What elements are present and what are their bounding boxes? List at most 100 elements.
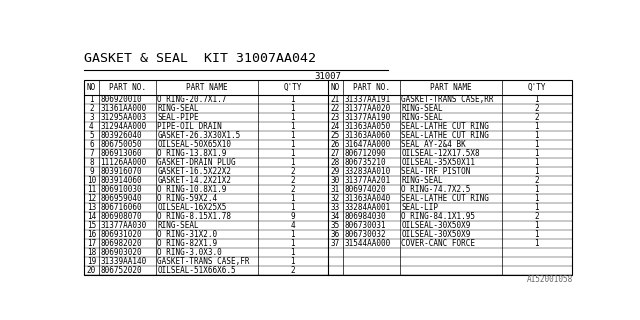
- Text: SEAL-PIPE: SEAL-PIPE: [157, 113, 199, 122]
- Text: 806750050: 806750050: [100, 140, 142, 149]
- Text: 1: 1: [534, 239, 539, 248]
- Text: 33: 33: [331, 203, 340, 212]
- Text: O RING-74.7X2.5: O RING-74.7X2.5: [401, 185, 471, 194]
- Text: 1: 1: [291, 113, 295, 122]
- Bar: [84, 80, 572, 275]
- Text: PART NO.: PART NO.: [353, 83, 390, 92]
- Text: 1: 1: [534, 203, 539, 212]
- Text: 31294AA000: 31294AA000: [100, 122, 147, 131]
- Text: 27: 27: [331, 149, 340, 158]
- Text: 1: 1: [534, 140, 539, 149]
- Text: 1: 1: [291, 131, 295, 140]
- Text: 2: 2: [291, 266, 295, 275]
- Text: 1: 1: [534, 194, 539, 203]
- Text: 31377AA201: 31377AA201: [344, 176, 390, 185]
- Text: 13: 13: [87, 203, 96, 212]
- Text: RING-SEAL: RING-SEAL: [157, 221, 199, 230]
- Text: OILSEAL-16X25X5: OILSEAL-16X25X5: [157, 203, 227, 212]
- Text: 806730031: 806730031: [344, 221, 386, 230]
- Text: 1: 1: [534, 221, 539, 230]
- Text: 20: 20: [87, 266, 96, 275]
- Text: 1: 1: [291, 203, 295, 212]
- Text: 2: 2: [89, 104, 93, 113]
- Text: 23: 23: [331, 113, 340, 122]
- Text: 31295AA003: 31295AA003: [100, 113, 147, 122]
- Text: 1: 1: [534, 122, 539, 131]
- Text: RING-SEAL: RING-SEAL: [401, 113, 443, 122]
- Text: PART NO.: PART NO.: [109, 83, 146, 92]
- Text: O RING-59X2.4: O RING-59X2.4: [157, 194, 218, 203]
- Text: PART NAME: PART NAME: [186, 83, 228, 92]
- Text: 806730032: 806730032: [344, 230, 386, 239]
- Text: OILSEAL-30X50X9: OILSEAL-30X50X9: [401, 221, 471, 230]
- Text: 1: 1: [291, 149, 295, 158]
- Text: 806903020: 806903020: [100, 248, 142, 257]
- Text: 1: 1: [291, 248, 295, 257]
- Text: 2: 2: [291, 185, 295, 194]
- Text: 3: 3: [89, 113, 93, 122]
- Text: 806959040: 806959040: [100, 194, 142, 203]
- Text: 806913060: 806913060: [100, 149, 142, 158]
- Text: 26: 26: [331, 140, 340, 149]
- Text: 31361AA000: 31361AA000: [100, 104, 147, 113]
- Text: O RING-84.1X1.95: O RING-84.1X1.95: [401, 212, 476, 221]
- Text: 806920010: 806920010: [100, 95, 142, 104]
- Text: 31377AA190: 31377AA190: [344, 113, 390, 122]
- Text: Q'TY: Q'TY: [284, 83, 302, 92]
- Text: A152001058: A152001058: [527, 275, 573, 284]
- Text: 806931020: 806931020: [100, 230, 142, 239]
- Text: 11: 11: [87, 185, 96, 194]
- Text: 5: 5: [89, 131, 93, 140]
- Text: NO: NO: [87, 83, 96, 92]
- Text: 31544AA000: 31544AA000: [344, 239, 390, 248]
- Text: 14: 14: [87, 212, 96, 221]
- Text: 1: 1: [534, 131, 539, 140]
- Text: 1: 1: [534, 230, 539, 239]
- Text: 1: 1: [291, 95, 295, 104]
- Text: PART NAME: PART NAME: [430, 83, 472, 92]
- Text: 803926040: 803926040: [100, 131, 142, 140]
- Text: 803914060: 803914060: [100, 176, 142, 185]
- Text: 1: 1: [291, 122, 295, 131]
- Text: O RING-8.15X1.78: O RING-8.15X1.78: [157, 212, 232, 221]
- Text: 31337AA191: 31337AA191: [344, 95, 390, 104]
- Text: 2: 2: [534, 104, 539, 113]
- Text: 15: 15: [87, 221, 96, 230]
- Text: 17: 17: [87, 239, 96, 248]
- Text: 35: 35: [331, 221, 340, 230]
- Text: 29: 29: [331, 167, 340, 176]
- Text: Q'TY: Q'TY: [527, 83, 546, 92]
- Text: 1: 1: [534, 185, 539, 194]
- Text: 24: 24: [331, 122, 340, 131]
- Text: O RING-13.8X1.9: O RING-13.8X1.9: [157, 149, 227, 158]
- Text: GASKET-TRANS CASE,FR: GASKET-TRANS CASE,FR: [157, 257, 250, 266]
- Text: 4: 4: [291, 221, 295, 230]
- Text: 33284AA001: 33284AA001: [344, 203, 390, 212]
- Text: PIPE-OIL DRAIN: PIPE-OIL DRAIN: [157, 122, 222, 131]
- Text: 28: 28: [331, 158, 340, 167]
- Text: 31363AA050: 31363AA050: [344, 122, 390, 131]
- Text: 2: 2: [534, 176, 539, 185]
- Text: 1: 1: [291, 104, 295, 113]
- Text: 1: 1: [291, 140, 295, 149]
- Text: 806984030: 806984030: [344, 212, 386, 221]
- Text: GASKET-14.2X21X2: GASKET-14.2X21X2: [157, 176, 232, 185]
- Text: SEAL-TRF PISTON: SEAL-TRF PISTON: [401, 167, 471, 176]
- Text: 12: 12: [87, 194, 96, 203]
- Text: 806908070: 806908070: [100, 212, 142, 221]
- Text: 11126AA000: 11126AA000: [100, 158, 147, 167]
- Text: 1: 1: [291, 230, 295, 239]
- Text: RING-SEAL: RING-SEAL: [401, 176, 443, 185]
- Text: 803916070: 803916070: [100, 167, 142, 176]
- Text: RING-SEAL: RING-SEAL: [157, 104, 199, 113]
- Text: GASKET-16.5X22X2: GASKET-16.5X22X2: [157, 167, 232, 176]
- Text: 1: 1: [89, 95, 93, 104]
- Text: 32: 32: [331, 194, 340, 203]
- Text: 2: 2: [291, 167, 295, 176]
- Text: 806974020: 806974020: [344, 185, 386, 194]
- Text: 33283AA010: 33283AA010: [344, 167, 390, 176]
- Text: RING-SEAL: RING-SEAL: [401, 104, 443, 113]
- Text: SEAL-LATHE CUT RING: SEAL-LATHE CUT RING: [401, 122, 490, 131]
- Text: 19: 19: [87, 257, 96, 266]
- Text: 2: 2: [291, 176, 295, 185]
